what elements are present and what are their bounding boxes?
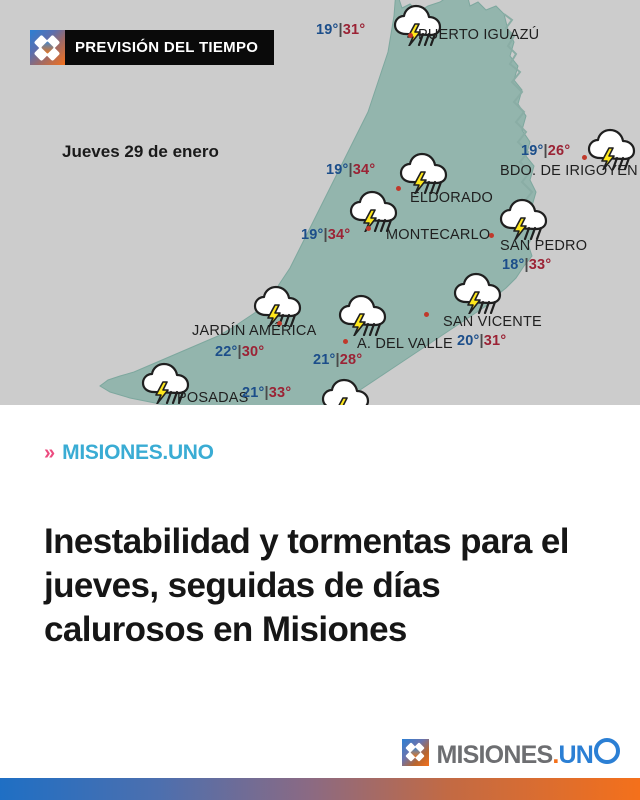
- city-marker-dot: [489, 233, 494, 238]
- city-label: JARDÍN AMÉRICA: [192, 323, 317, 339]
- footer-brand-text: MISIONES. UN: [436, 737, 620, 768]
- article-content: » MISIONES.UNO Inestabilidad y tormentas…: [0, 405, 640, 800]
- max-temp: 34°: [352, 162, 376, 178]
- city-label: ELDORADO: [410, 190, 493, 206]
- city-label: MONTECARLO: [386, 227, 491, 243]
- city-label: PUERTO IGUAZÚ: [418, 27, 540, 43]
- city-label: A. DEL VALLE: [357, 336, 453, 352]
- city-marker-dot: [343, 339, 348, 344]
- brand-dot: .: [552, 741, 559, 769]
- temp-separator: |: [338, 22, 343, 38]
- city-temperatures: 20°|31°: [457, 333, 506, 349]
- city-marker-dot: [582, 155, 587, 160]
- min-temp: 21°: [242, 385, 265, 401]
- thunderstorm-icon: [499, 198, 548, 240]
- city-temperatures: 18°|33°: [502, 257, 551, 273]
- brand-misiones: MISIONES: [436, 741, 553, 769]
- city-label: POSADAS: [177, 390, 249, 405]
- min-temp: 19°: [326, 162, 349, 178]
- min-temp: 22°: [215, 344, 238, 360]
- temp-separator: |: [524, 257, 529, 273]
- min-temp: 21°: [313, 352, 336, 368]
- forecast-date: Jueves 29 de enero: [62, 142, 219, 161]
- temp-separator: |: [264, 385, 269, 401]
- max-temp: 33°: [268, 385, 292, 401]
- bottom-gradient-bar: [0, 778, 640, 800]
- max-temp: 30°: [241, 344, 265, 360]
- thunderstorm-icon: [349, 190, 398, 232]
- kicker-label: MISIONES.UNO: [62, 441, 214, 464]
- misiones-uno-diamond-logo-icon: [30, 30, 65, 65]
- city-temperatures: 19°|26°: [521, 143, 570, 159]
- city-label: BDO. DE IRIGOYEN: [500, 163, 638, 179]
- city-label: SAN PEDRO: [500, 238, 588, 254]
- temp-separator: |: [237, 344, 242, 360]
- weather-map-area: PREVISIÓN DEL TIEMPO Jueves 29 de enero …: [0, 0, 640, 405]
- city-label: SAN VICENTE: [443, 314, 542, 330]
- max-temp: 33°: [528, 257, 552, 273]
- forecast-banner: PREVISIÓN DEL TIEMPO: [30, 30, 275, 65]
- thunderstorm-icon: [253, 285, 302, 327]
- thunderstorm-icon: [587, 128, 636, 170]
- city-marker-dot: [277, 321, 282, 326]
- city-temperatures: 21°|28°: [313, 352, 362, 368]
- min-temp: 19°: [301, 227, 324, 243]
- banner-title: PREVISIÓN DEL TIEMPO: [65, 30, 275, 65]
- brand-un: UN: [558, 741, 593, 769]
- city-temperatures: 22°|30°: [215, 344, 264, 360]
- max-temp: 26°: [547, 143, 571, 159]
- temp-separator: |: [479, 333, 484, 349]
- city-temperatures: 21°|33°: [242, 385, 291, 401]
- city-temperatures: 19°|31°: [316, 22, 365, 38]
- city-temperatures: 19°|34°: [301, 227, 350, 243]
- max-temp: 31°: [342, 22, 366, 38]
- temp-separator: |: [543, 143, 548, 159]
- thunderstorm-icon: [321, 378, 370, 405]
- max-temp: 34°: [327, 227, 351, 243]
- chevron-right-icon: »: [44, 442, 56, 464]
- min-temp: 19°: [521, 143, 544, 159]
- brand-o-ring-icon: [594, 738, 620, 764]
- city-marker-dot: [366, 226, 371, 231]
- city-marker-dot: [424, 312, 429, 317]
- min-temp: 20°: [457, 333, 480, 349]
- max-temp: 31°: [483, 333, 507, 349]
- misiones-uno-diamond-logo-icon: [402, 739, 430, 766]
- thunderstorm-icon: [141, 362, 190, 404]
- temp-separator: |: [323, 227, 328, 243]
- temp-separator: |: [348, 162, 353, 178]
- temp-separator: |: [335, 352, 340, 368]
- min-temp: 19°: [316, 22, 339, 38]
- city-marker-dot: [396, 186, 401, 191]
- footer-brand-logo[interactable]: MISIONES. UN: [402, 737, 620, 768]
- thunderstorm-icon: [399, 152, 448, 194]
- thunderstorm-icon: [338, 294, 387, 336]
- min-temp: 18°: [502, 257, 525, 273]
- article-kicker[interactable]: » MISIONES.UNO: [44, 441, 214, 465]
- city-temperatures: 19°|34°: [326, 162, 375, 178]
- article-headline: Inestabilidad y tormentas para el jueves…: [44, 522, 569, 649]
- city-marker-dot: [408, 33, 413, 38]
- max-temp: 28°: [339, 352, 363, 368]
- thunderstorm-icon: [453, 272, 502, 314]
